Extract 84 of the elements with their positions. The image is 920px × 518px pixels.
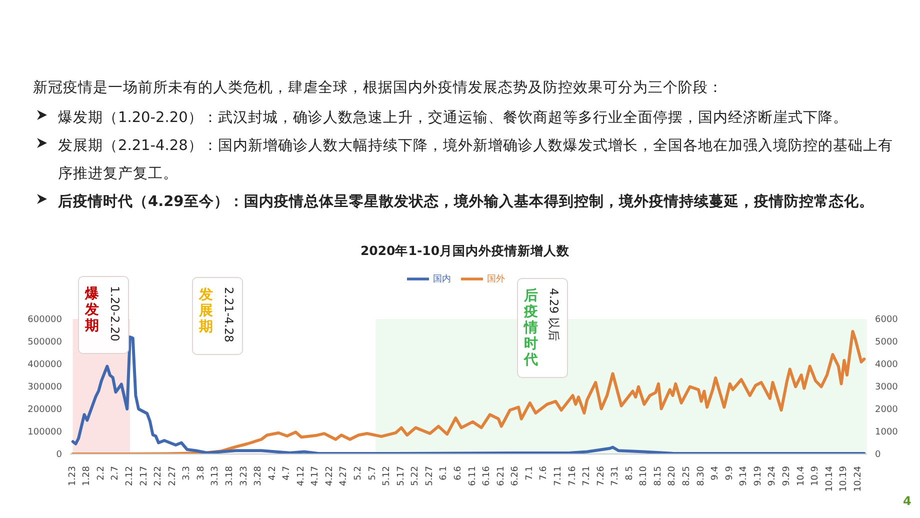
x-tick-label: 2.7	[110, 466, 121, 480]
y-tick-label: 500000	[28, 338, 62, 348]
x-tick-label: 9.19	[753, 466, 764, 486]
x-tick-label: 2.27	[168, 466, 178, 486]
x-tick-label: 2.2	[96, 466, 106, 480]
x-tick-label: 6.1	[439, 466, 450, 480]
x-tick-label: 8.25	[682, 466, 692, 486]
y2-tick-label: 6000	[875, 315, 898, 326]
text: 发展期（2.21-4.28）：国内新增确诊人数大幅持续下降，境外新增确诊人数爆发式增长，全国各地在加强入境防控的基础上有序推进复产复工。	[58, 136, 894, 184]
x-tick-label: 4.22	[324, 466, 335, 486]
x-tick-label: 1.28	[82, 466, 92, 486]
x-tick-label: 7.16	[568, 466, 578, 486]
x-tick-label: 2.12	[124, 466, 135, 486]
x-tick-label: 4.2	[268, 466, 278, 480]
x-tick-label: 7.6	[539, 466, 550, 480]
y-tick-label: 0	[56, 450, 62, 460]
y-tick-label: 600000	[28, 315, 62, 326]
x-tick-label: 9.29	[782, 466, 792, 486]
x-tick-label: 5.12	[382, 466, 392, 486]
y-tick-label: 100000	[28, 428, 62, 438]
x-tick-label: 8.10	[639, 466, 650, 486]
x-tick-label: 3.8	[196, 466, 206, 480]
y2-tick-label: 3000	[875, 382, 898, 393]
annotation: 2.21-4.28	[222, 287, 236, 342]
text: 爆发期（1.20-2.20）：武汉封城，确诊人数急速上升，交通运输、餐饮商超等多行业全面停摆，国内经济断崖式下降。	[58, 108, 849, 128]
chart-title: 2020年1-10月国内外疫情新增人数	[359, 243, 571, 260]
y-tick-label: 200000	[28, 405, 62, 416]
x-tick-label: 7.1	[524, 466, 535, 480]
x-tick-label: 9.9	[724, 466, 735, 480]
x-tick-label: 4.12	[296, 466, 306, 486]
x-tick-label: 6.11	[468, 466, 478, 486]
x-tick-label: 6.6	[454, 466, 464, 480]
x-tick-label: 2.17	[139, 466, 150, 486]
x-tick-label: 9.4	[710, 466, 721, 480]
annotation: 4.29 以后	[547, 288, 561, 342]
chart-subtitle: 新冠疫情是一场前所未有的人类危机，肆虐全球，根据国内外疫情发展态势及防控效果可分为三个阶段：	[33, 78, 723, 97]
x-tick-label: 3.28	[254, 466, 264, 486]
x-tick-label: 6.21	[496, 466, 506, 486]
x-tick-label: 10.4	[796, 466, 806, 486]
x-tick-label: 10.24	[853, 466, 864, 492]
y-tick-label: 300000	[28, 382, 62, 393]
annotation: 发展期	[199, 287, 214, 335]
legend-label: 国外	[487, 274, 505, 284]
x-tick-label: 8.20	[668, 466, 678, 486]
x-tick-label: 10.14	[824, 466, 835, 492]
y2-tick-label: 1000	[875, 428, 898, 438]
x-tick-label: 6.26	[510, 466, 521, 486]
x-tick-label: 3.13	[210, 466, 221, 486]
x-tick-label: 7.26	[596, 466, 606, 486]
x-tick-label: 8.5	[624, 466, 635, 480]
y2-tick-label: 0	[875, 450, 881, 460]
annotation: 爆发期	[85, 286, 100, 334]
x-tick-label: 1.23	[68, 466, 78, 486]
x-tick-label: 10.9	[810, 466, 821, 486]
x-tick-label: 4.27	[339, 466, 350, 486]
x-tick-label: 10.19	[839, 466, 850, 492]
legend-label: 国内	[433, 274, 451, 284]
text: 后疫情时代（4.29至今）：国内疫情总体呈零星散发状态，境外输入基本得到控制，境外疫情持续蔓延，疫情防控常态化。	[58, 192, 875, 212]
x-tick-label: 4.7	[282, 466, 292, 480]
x-tick-label: 7.11	[553, 466, 564, 486]
x-tick-label: 5.7	[368, 466, 378, 480]
x-tick-label: 2.22	[154, 466, 164, 486]
y2-tick-label: 4000	[875, 360, 898, 370]
annotation: 1.20-2.20	[108, 286, 122, 342]
x-tick-label: 7.21	[582, 466, 592, 486]
x-tick-label: 3.18	[224, 466, 235, 486]
x-tick-label: 5.2	[354, 466, 364, 480]
y2-tick-label: 5000	[875, 338, 898, 348]
text: 4	[903, 494, 912, 508]
x-tick-label: 5.22	[410, 466, 421, 486]
x-tick-label: 5.17	[396, 466, 406, 486]
y-tick-label: 400000	[28, 360, 62, 370]
y2-tick-label: 2000	[875, 405, 898, 416]
x-tick-label: 8.30	[696, 466, 706, 486]
x-tick-label: 3.23	[239, 466, 250, 486]
x-tick-label: 9.14	[739, 466, 750, 486]
x-tick-label: 7.31	[610, 466, 621, 486]
annotation: 后疫情时代	[524, 288, 539, 368]
x-tick-label: 6.16	[482, 466, 492, 486]
x-tick-label: 9.24	[768, 466, 778, 486]
x-tick-label: 3.3	[182, 466, 192, 480]
x-tick-label: 5.27	[424, 466, 435, 486]
x-tick-label: 8.15	[653, 466, 664, 486]
x-tick-label: 4.17	[310, 466, 321, 486]
